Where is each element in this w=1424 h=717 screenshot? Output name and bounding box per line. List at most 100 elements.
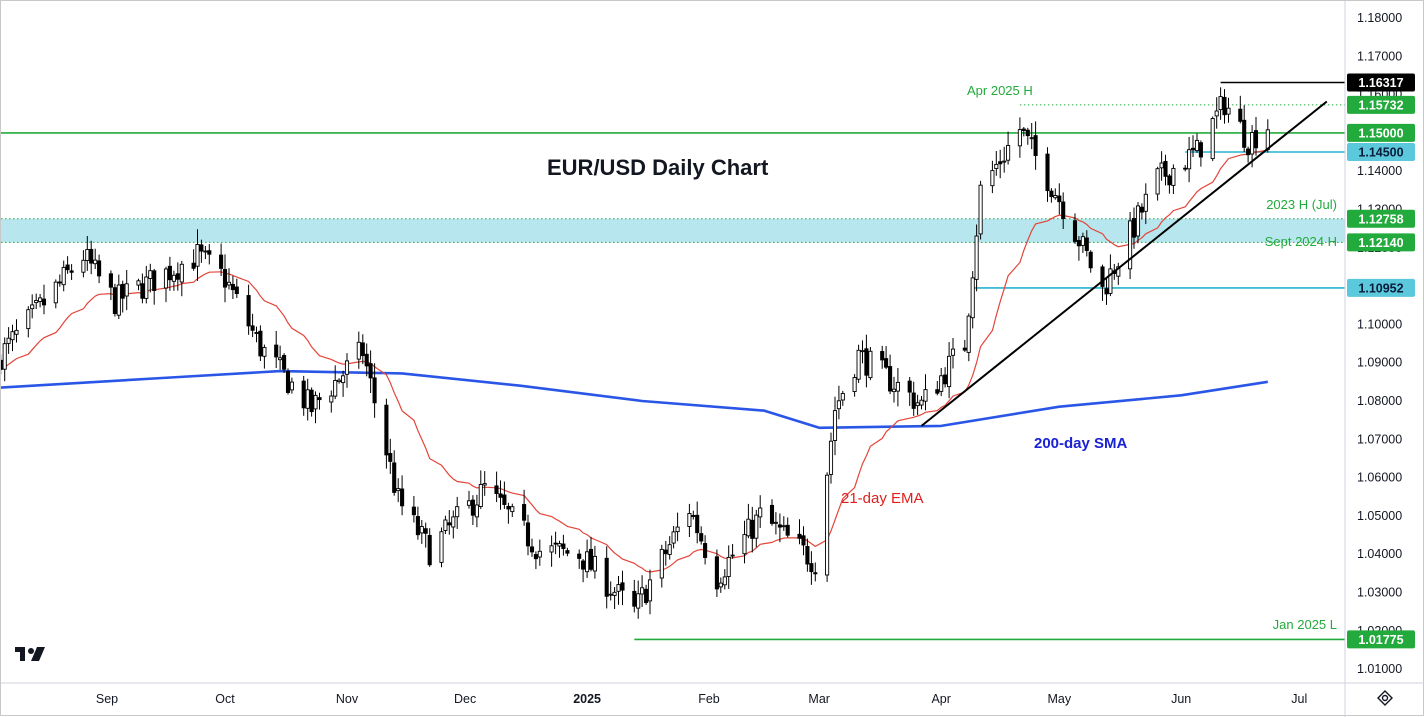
- candle-down: [388, 453, 393, 462]
- candle-up: [305, 389, 310, 409]
- candle-down: [935, 389, 940, 394]
- candle-up: [742, 534, 747, 555]
- candle-up: [1108, 268, 1113, 294]
- candle-up: [549, 545, 554, 553]
- candle-down: [632, 590, 637, 607]
- y-tick-label: 1.18000: [1357, 11, 1402, 25]
- candle-up: [1250, 132, 1255, 155]
- settings-gear-icon[interactable]: [1377, 690, 1393, 706]
- candle-down: [112, 287, 117, 314]
- candle-down: [69, 270, 74, 273]
- tradingview-logo-icon: [15, 647, 45, 661]
- candle-up: [966, 315, 971, 353]
- price-badge-label: 1.15000: [1358, 126, 1403, 140]
- candle-up: [1017, 129, 1022, 147]
- candle-up: [726, 556, 731, 577]
- candle-down: [1163, 160, 1168, 177]
- candle-down: [411, 506, 416, 516]
- candle-down: [199, 244, 204, 252]
- candle-up: [439, 531, 444, 563]
- candle-up: [93, 259, 98, 265]
- candle-down: [805, 546, 810, 565]
- candle-down: [565, 550, 570, 554]
- candle-up: [1194, 139, 1200, 152]
- candle-down: [1139, 206, 1144, 213]
- candle-down: [525, 522, 531, 547]
- candle-down: [699, 533, 704, 542]
- candle-up: [262, 347, 267, 357]
- ascending-trendline: [920, 100, 1328, 427]
- y-tick-label: 1.07000: [1357, 432, 1402, 446]
- candle-up: [687, 513, 692, 527]
- candle-up: [947, 355, 952, 388]
- price-badge: [1347, 73, 1415, 92]
- candle-down: [1025, 129, 1030, 137]
- candle-down: [89, 248, 94, 264]
- candle-up: [836, 400, 841, 410]
- candle-up: [667, 544, 672, 555]
- sept-2024-high-label: Sept 2024 H: [1265, 234, 1337, 249]
- candle-up: [1265, 129, 1270, 150]
- candle-up: [443, 519, 448, 531]
- candle-down: [1088, 251, 1093, 269]
- candle-down: [797, 533, 802, 539]
- x-tick-label: Jul: [1291, 692, 1307, 706]
- candle-down: [911, 392, 916, 409]
- price-badge: [1347, 278, 1415, 297]
- ema-21-label: 21-day EMA: [841, 490, 924, 507]
- price-badge: [1347, 233, 1415, 252]
- candle-down: [1021, 128, 1026, 131]
- candle-up: [419, 526, 424, 534]
- candle-down: [364, 353, 369, 367]
- candle-down: [561, 543, 566, 549]
- candle-up: [919, 399, 924, 406]
- candle-up: [832, 410, 838, 441]
- candle-down: [400, 488, 405, 507]
- candle-down: [644, 588, 649, 604]
- y-tick-label: 1.08000: [1357, 394, 1402, 408]
- candle-down: [577, 553, 582, 559]
- x-tick-label: 2025: [573, 692, 601, 706]
- candle-down: [427, 534, 432, 566]
- candle-up: [313, 394, 318, 410]
- candle-up: [1143, 193, 1148, 212]
- candle-up: [163, 268, 169, 289]
- candle-down: [1057, 195, 1062, 203]
- candle-up: [939, 375, 944, 392]
- candle-up: [758, 507, 763, 518]
- candle-down: [1190, 147, 1196, 151]
- candle-up: [1116, 266, 1121, 277]
- candle-down: [360, 342, 365, 357]
- candle-down: [962, 347, 967, 351]
- price-badge: [1347, 123, 1415, 142]
- candle-down: [998, 161, 1003, 165]
- candle-down: [65, 264, 70, 271]
- candle-up: [474, 504, 479, 518]
- candle-down: [769, 504, 775, 524]
- price-badge-label: 1.15732: [1358, 98, 1403, 112]
- candle-up: [675, 526, 680, 533]
- price-badge-label: 1.01775: [1358, 633, 1403, 647]
- candle-down: [620, 582, 625, 591]
- candle-down: [494, 485, 499, 494]
- candle-down: [274, 344, 279, 358]
- candle-down: [175, 273, 180, 280]
- candle-up: [1214, 110, 1219, 117]
- candle-up: [608, 593, 613, 596]
- candle-down: [1076, 240, 1081, 247]
- candle-up: [718, 582, 723, 588]
- candle-up: [2, 343, 7, 370]
- x-tick-label: Nov: [336, 692, 359, 706]
- candle-down: [230, 283, 235, 291]
- price-badge-label: 1.16317: [1358, 76, 1403, 90]
- candle-down: [207, 250, 212, 255]
- candle-down: [246, 295, 251, 327]
- candle-down: [309, 389, 314, 413]
- candle-down: [502, 494, 507, 505]
- candle-up: [860, 350, 865, 353]
- candle-up: [781, 525, 786, 528]
- sma-200-line: [1, 369, 1269, 430]
- candle-up: [85, 249, 90, 261]
- candle-up: [825, 474, 830, 576]
- candle-up: [640, 587, 645, 595]
